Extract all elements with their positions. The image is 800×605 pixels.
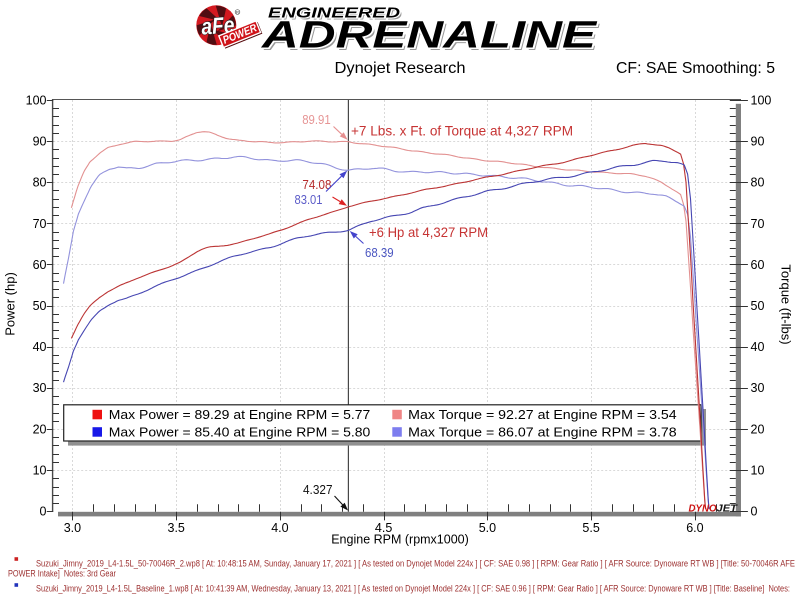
svg-text:30: 30 <box>751 381 765 395</box>
svg-text:50: 50 <box>751 299 765 313</box>
svg-text:40: 40 <box>751 340 765 354</box>
svg-text:Max Power = 85.40 at Engine RP: Max Power = 85.40 at Engine RPM = 5.80 <box>109 425 371 439</box>
svg-text:74.08: 74.08 <box>302 178 331 192</box>
svg-text:Power (hp): Power (hp) <box>3 272 18 336</box>
svg-text:+7 Lbs. x Ft. of Torque at 4,3: +7 Lbs. x Ft. of Torque at 4,327 RPM <box>351 122 573 138</box>
svg-text:68.39: 68.39 <box>365 246 394 260</box>
svg-text:CF: SAE Smoothing: 5: CF: SAE Smoothing: 5 <box>616 60 775 77</box>
svg-text:40: 40 <box>33 340 47 354</box>
svg-text:20: 20 <box>33 422 47 436</box>
svg-text:ENGINEERED: ENGINEERED <box>268 6 401 22</box>
svg-text:10: 10 <box>33 464 47 478</box>
svg-text:+6 Hp at 4,327 RPM: +6 Hp at 4,327 RPM <box>369 224 488 240</box>
svg-text:60: 60 <box>751 258 765 272</box>
svg-text:JET: JET <box>717 503 739 515</box>
svg-text:4.327: 4.327 <box>303 483 333 497</box>
svg-text:6.0: 6.0 <box>686 521 703 535</box>
svg-text:70: 70 <box>751 217 765 231</box>
svg-text:Torque (ft-lbs): Torque (ft-lbs) <box>779 264 794 344</box>
svg-text:0: 0 <box>751 505 758 519</box>
svg-text:4.0: 4.0 <box>271 521 288 535</box>
svg-text:R: R <box>236 10 240 15</box>
svg-text:Suzuki_Jimny_2019_L4-1.5L_50-7: Suzuki_Jimny_2019_L4-1.5L_50-70046R_2.wp… <box>36 559 795 569</box>
svg-text:60: 60 <box>33 258 47 272</box>
svg-text:ENGINEERED: ENGINEERED <box>270 8 403 24</box>
svg-text:3.0: 3.0 <box>64 521 81 535</box>
svg-text:Max Power = 89.29 at Engine RP: Max Power = 89.29 at Engine RPM = 5.77 <box>109 408 371 422</box>
svg-text:100: 100 <box>751 93 772 107</box>
svg-text:70: 70 <box>33 217 47 231</box>
svg-text:89.91: 89.91 <box>302 113 331 127</box>
svg-text:80: 80 <box>33 176 47 190</box>
svg-text:ADRENALINE: ADRENALINE <box>263 17 601 59</box>
svg-text:100: 100 <box>26 93 47 107</box>
svg-text:20: 20 <box>751 422 765 436</box>
svg-text:90: 90 <box>33 135 47 149</box>
svg-text:4.5: 4.5 <box>375 521 392 535</box>
svg-text:10: 10 <box>751 464 765 478</box>
svg-text:Suzuki_Jimny_2019_L4-1.5L_Base: Suzuki_Jimny_2019_L4-1.5L_Baseline_1.wp8… <box>36 584 790 594</box>
svg-text:90: 90 <box>751 135 765 149</box>
svg-text:0: 0 <box>40 505 47 519</box>
svg-text:5.0: 5.0 <box>479 521 496 535</box>
svg-text:80: 80 <box>751 176 765 190</box>
svg-text:50: 50 <box>33 299 47 313</box>
svg-text:3.5: 3.5 <box>168 521 185 535</box>
svg-text:Engine RPM (rpmx1000): Engine RPM (rpmx1000) <box>331 533 469 547</box>
svg-text:Dynojet Research: Dynojet Research <box>335 60 466 77</box>
svg-text:5.5: 5.5 <box>582 521 599 535</box>
svg-text:ADRENALINE: ADRENALINE <box>261 15 599 57</box>
svg-text:POWER Intake] Notes: 3rd Gear: POWER Intake] Notes: 3rd Gear <box>8 569 116 579</box>
svg-text:30: 30 <box>33 381 47 395</box>
svg-text:Max Torque = 92.27 at Engine R: Max Torque = 92.27 at Engine RPM = 3.54 <box>408 408 677 422</box>
svg-text:Max Torque = 86.07 at Engine R: Max Torque = 86.07 at Engine RPM = 3.78 <box>408 425 677 439</box>
svg-text:83.01: 83.01 <box>295 193 323 207</box>
svg-text:DYNO: DYNO <box>689 503 717 515</box>
